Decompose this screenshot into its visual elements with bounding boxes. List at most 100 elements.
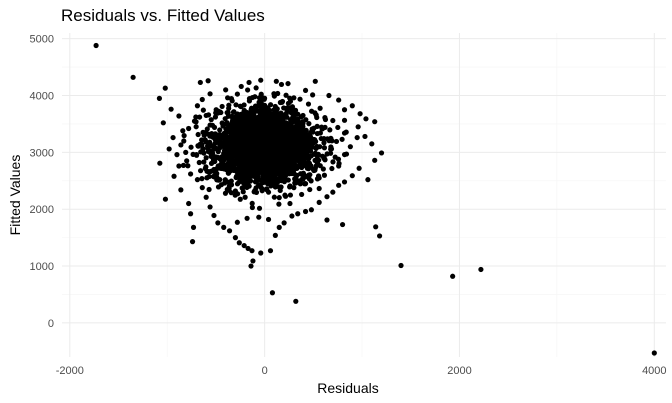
- data-point: [354, 134, 360, 141]
- data-point: [324, 217, 330, 223]
- data-point: [320, 166, 326, 172]
- data-point: [283, 120, 289, 126]
- data-point: [372, 157, 378, 163]
- data-point: [228, 182, 235, 188]
- x-tick-label: 2000: [447, 365, 471, 377]
- data-point: [311, 125, 317, 131]
- data-point: [302, 208, 309, 215]
- y-tick-label: 4000: [30, 91, 54, 103]
- data-point: [302, 87, 309, 94]
- data-point: [232, 188, 239, 194]
- data-point: [316, 199, 322, 205]
- data-point: [180, 162, 187, 168]
- data-point: [249, 204, 255, 211]
- data-point: [211, 166, 217, 173]
- data-point: [306, 121, 312, 127]
- data-point: [321, 145, 328, 151]
- data-point: [258, 250, 264, 256]
- data-point: [239, 158, 245, 164]
- data-point: [303, 163, 309, 169]
- data-point: [295, 153, 301, 159]
- data-point: [333, 138, 340, 145]
- data-point: [288, 110, 294, 116]
- data-point: [336, 182, 342, 188]
- y-tick-labels: 0 1000 2000 3000 4000 5000: [30, 34, 54, 330]
- y-axis-title: Fitted Values: [7, 155, 23, 236]
- data-point: [312, 165, 318, 171]
- data-point: [279, 160, 285, 166]
- data-point: [276, 224, 282, 230]
- data-point: [258, 114, 264, 121]
- data-point: [237, 172, 243, 179]
- data-point: [241, 242, 247, 249]
- data-point: [252, 187, 258, 194]
- data-point: [318, 135, 324, 142]
- data-point: [197, 168, 204, 174]
- data-point: [252, 94, 258, 100]
- data-point: [199, 137, 205, 143]
- data-point: [288, 117, 294, 123]
- data-point: [222, 180, 228, 186]
- data-point: [176, 163, 182, 169]
- data-point: [336, 97, 342, 103]
- data-point: [265, 216, 272, 223]
- data-point: [269, 290, 276, 296]
- data-point: [93, 42, 99, 49]
- data-point: [268, 175, 274, 182]
- data-point: [267, 248, 274, 254]
- data-point: [289, 213, 295, 219]
- data-point: [244, 184, 250, 190]
- data-point: [230, 124, 236, 130]
- data-point: [271, 93, 277, 99]
- data-point: [287, 95, 293, 101]
- data-point: [327, 127, 333, 133]
- data-point: [262, 104, 268, 110]
- data-point: [279, 98, 286, 105]
- data-point: [283, 147, 289, 153]
- data-point: [208, 117, 214, 123]
- data-point: [250, 258, 256, 264]
- data-point: [293, 135, 299, 142]
- data-point: [201, 159, 207, 165]
- data-point: [478, 266, 484, 273]
- data-point: [258, 176, 264, 183]
- data-point: [234, 219, 240, 225]
- data-point: [249, 108, 255, 114]
- data-point: [244, 175, 250, 181]
- data-point: [187, 171, 194, 177]
- data-point: [256, 214, 262, 220]
- data-point: [196, 159, 202, 166]
- data-point: [265, 179, 271, 185]
- data-point: [249, 172, 255, 179]
- data-point: [187, 211, 194, 217]
- data-point: [321, 172, 328, 178]
- data-point: [302, 181, 309, 187]
- data-point: [308, 207, 314, 213]
- data-point: [284, 141, 290, 147]
- data-point: [285, 80, 291, 87]
- data-point: [248, 263, 254, 269]
- data-point: [160, 120, 166, 126]
- data-point: [316, 175, 322, 181]
- data-point: [341, 107, 348, 113]
- data-point: [267, 159, 274, 166]
- data-point: [398, 262, 404, 269]
- data-point: [213, 107, 219, 113]
- data-point: [230, 109, 237, 115]
- data-point: [221, 141, 227, 147]
- data-point: [219, 103, 225, 110]
- data-point: [272, 168, 278, 174]
- data-point: [276, 178, 282, 184]
- data-point: [273, 78, 279, 84]
- data-point: [227, 151, 234, 157]
- data-point: [272, 135, 279, 141]
- data-point: [244, 130, 251, 137]
- data-point: [244, 118, 250, 124]
- data-point: [307, 186, 313, 193]
- data-point: [209, 131, 215, 137]
- data-point: [326, 92, 332, 99]
- data-point: [327, 150, 334, 156]
- data-point: [252, 103, 259, 109]
- data-point: [293, 298, 299, 304]
- data-point: [303, 134, 309, 141]
